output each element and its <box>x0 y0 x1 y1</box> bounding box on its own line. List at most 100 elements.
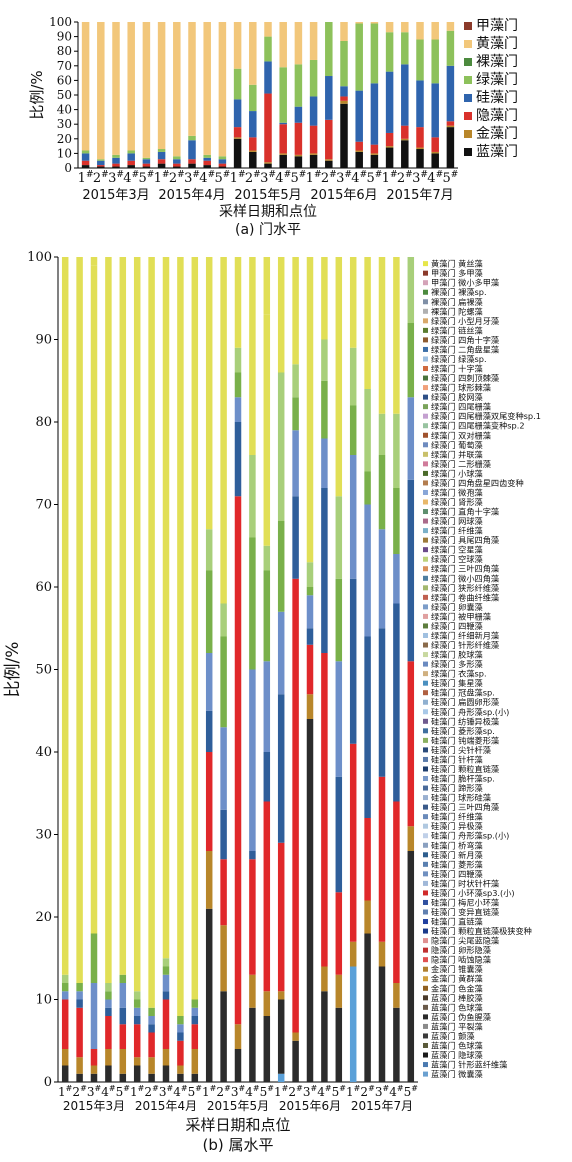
bar-segment <box>364 636 371 818</box>
legend-label: 绿藻门 四刺顶棘藻 <box>431 373 499 383</box>
bar-segment <box>416 149 424 168</box>
legend-swatch <box>464 112 472 120</box>
bar-segment <box>205 653 213 711</box>
legend-swatch <box>423 928 428 934</box>
legend-swatch <box>423 366 428 372</box>
bar-segment <box>385 71 394 133</box>
bar-segment <box>306 562 314 587</box>
bar-segment <box>446 65 455 122</box>
legend-swatch <box>464 148 472 156</box>
bar-segment <box>401 64 409 126</box>
legend-swatch <box>423 995 428 1001</box>
bar-segment <box>263 752 271 802</box>
bar-segment <box>277 372 285 521</box>
bar-segment <box>162 999 170 1049</box>
legend-label: 绿藻门 被甲栅藻 <box>431 611 491 621</box>
bar-segment <box>349 578 357 744</box>
bar-segment <box>90 1065 98 1074</box>
bar-segment <box>431 151 439 154</box>
legend-label: 绿藻门 四鞭藻 <box>431 621 483 631</box>
bar-segment <box>385 132 394 147</box>
legend-swatch <box>423 289 428 295</box>
bar-segment <box>378 257 386 414</box>
legend-swatch <box>423 652 428 658</box>
bar-segment <box>157 163 166 168</box>
legend-label: 绿藻门 并联藻 <box>431 449 483 459</box>
legend-swatch <box>423 661 428 667</box>
bar-segment <box>349 455 357 579</box>
legend-swatch <box>423 375 428 381</box>
legend-label: 硅藻门 三叶四角藻 <box>431 802 499 812</box>
x-tick-label: 4# <box>389 1084 404 1099</box>
legend-swatch <box>423 776 428 782</box>
bar-segment <box>407 479 415 662</box>
bar-segment <box>249 859 256 975</box>
legend-swatch <box>423 585 428 591</box>
bar-segment <box>340 103 348 168</box>
bar-segment <box>263 545 271 571</box>
legend-label: 绿藻门 双对栅藻 <box>431 430 491 440</box>
bar-segment <box>292 1040 299 1082</box>
bar-segment <box>249 1007 256 1082</box>
legend-label: 绿藻门 多形藻 <box>431 659 483 669</box>
legend-label: 裸藻门 陀螺藻 <box>431 306 483 316</box>
legend-label: 绿藻门 绿藻sp. <box>431 354 487 364</box>
x-tick-label: 4# <box>275 170 291 186</box>
bar-segment <box>61 991 69 1000</box>
bar-segment <box>112 154 120 158</box>
legend-label: 蓝藻门 色球藻 <box>431 1040 483 1050</box>
bar-segment <box>325 76 333 120</box>
bar-segment <box>233 68 242 100</box>
bar-segment <box>76 991 83 1000</box>
bar-segment <box>203 22 211 155</box>
legend-swatch <box>423 795 428 801</box>
bar-segment <box>162 1049 170 1066</box>
legend-swatch <box>423 899 428 905</box>
bar-segment <box>205 752 213 851</box>
bar-segment <box>61 257 69 975</box>
x-tick-label: 3# <box>108 170 124 186</box>
bar-segment <box>321 339 328 381</box>
bar-segment <box>97 159 105 161</box>
legend-swatch <box>423 785 428 791</box>
bar-segment <box>446 125 455 128</box>
month-group-label: 2015年3月 <box>82 188 149 203</box>
bar-segment <box>306 257 314 563</box>
bar-segment <box>119 1049 127 1074</box>
legend-swatch <box>423 814 428 820</box>
bar-segment <box>393 1007 400 1082</box>
legend-swatch <box>423 451 428 457</box>
legend-label: 硅藻门 变异直链藻 <box>431 907 499 917</box>
bar-segment <box>292 257 299 365</box>
x-tick-label: 2# <box>360 1084 375 1099</box>
legend-swatch <box>423 985 428 991</box>
bar-segment <box>249 151 257 168</box>
bar-segment <box>127 153 135 161</box>
bar-segment <box>76 1007 83 1058</box>
bar-segment <box>142 163 151 167</box>
y-tick-label: 0 <box>44 1075 52 1090</box>
x-tick-label: 4# <box>199 170 215 186</box>
bar-segment <box>407 323 415 398</box>
legend-swatch <box>423 690 428 696</box>
bar-segment <box>234 397 242 422</box>
bar-segment <box>431 137 439 152</box>
legend-label: 绿藻门 肾形藻 <box>431 497 483 507</box>
legend-label: 硅藻门 四鞭藻 <box>431 869 483 879</box>
x-tick-label: 4# <box>101 1084 116 1099</box>
bar-segment <box>105 1065 112 1082</box>
bar-segment <box>90 983 98 1049</box>
bar-segment <box>157 22 166 150</box>
bar-segment <box>76 999 83 1008</box>
bar-segment <box>279 67 287 123</box>
bar-segment <box>385 146 394 148</box>
legend-label: 硅藻门 扁圆卵形藻 <box>431 697 499 707</box>
y-tick-label: 50 <box>35 663 52 678</box>
x-tick-label: 1# <box>230 170 246 186</box>
bar-segment <box>234 1024 242 1049</box>
bar-segment <box>133 1024 141 1058</box>
bar-segment <box>191 1007 199 1016</box>
legend-label: 裸藻门 扁裸藻 <box>431 297 483 307</box>
legend-label: 绿藻门 纤细新月藻 <box>431 630 499 640</box>
bar-segment <box>157 151 166 160</box>
